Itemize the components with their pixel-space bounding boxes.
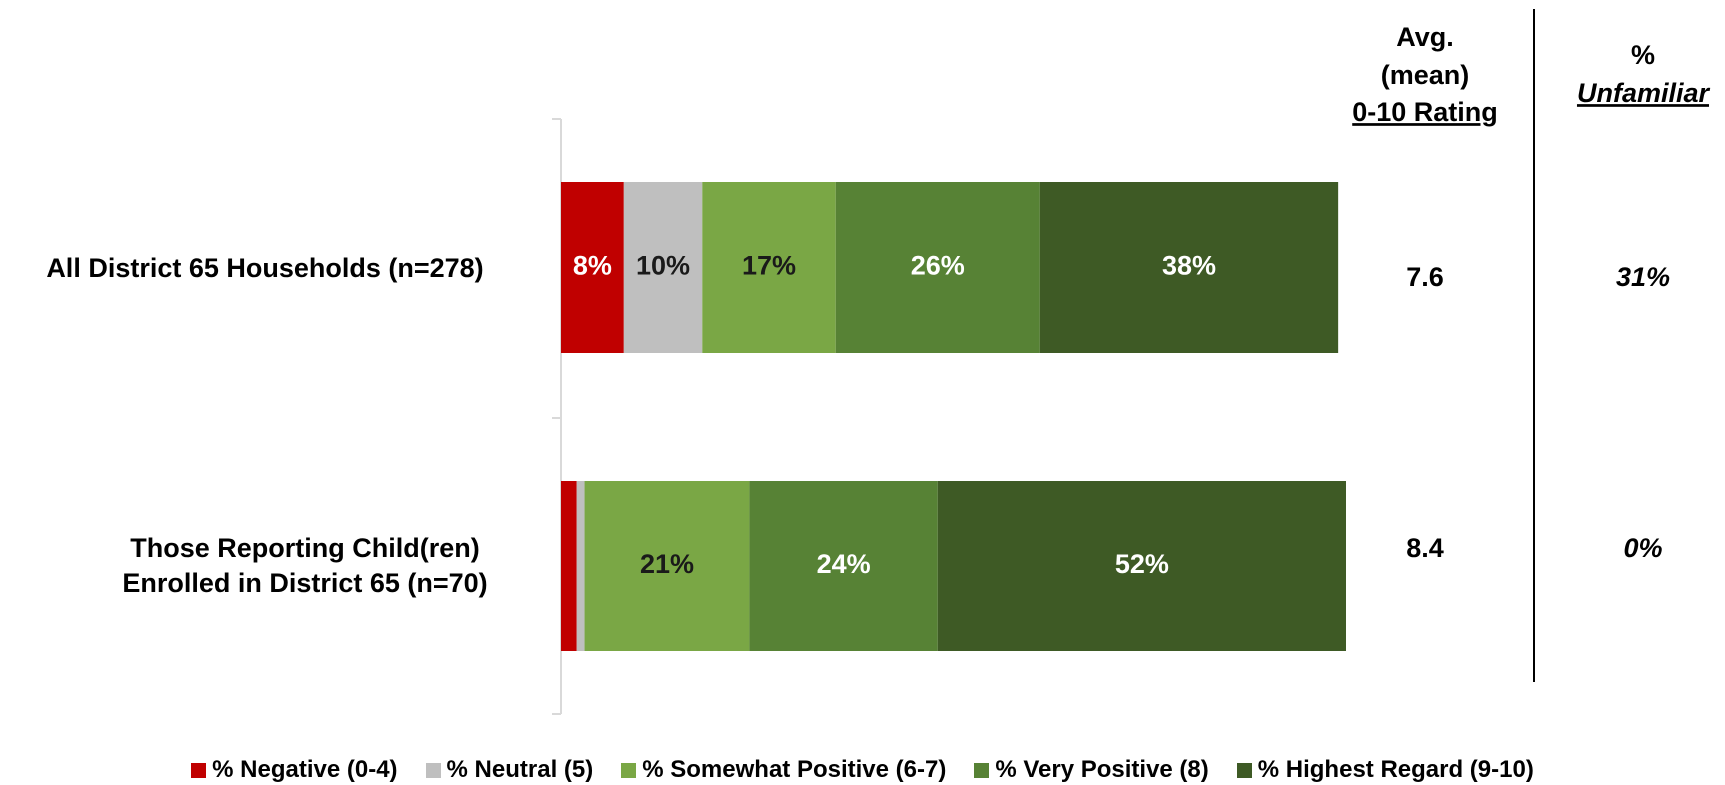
unfamiliar-header: % [1631, 40, 1655, 70]
legend-label: % Neutral (5) [446, 756, 594, 783]
legend-swatch [974, 762, 990, 778]
mean-header: 0-10 Rating [1352, 97, 1498, 127]
bar-segment [584, 481, 750, 651]
legend-label: % Negative (0-4) [212, 756, 398, 783]
bar-segment [561, 481, 577, 651]
value-label: 8% [573, 251, 612, 281]
bar-segment [702, 182, 836, 353]
value-label: 21% [640, 549, 694, 579]
bar-segment [561, 182, 624, 353]
unfamiliar-value: 0% [1623, 533, 1662, 563]
mean-header: (mean) [1381, 60, 1470, 90]
mean-rating: 7.6 [1406, 262, 1444, 292]
legend-item: % Somewhat Positive (6-7) [621, 756, 946, 784]
category-label: Those Reporting Child(ren) Enrolled in D… [122, 533, 488, 598]
legend-swatch [621, 762, 637, 778]
unfamiliar-value: 31% [1616, 262, 1670, 292]
legend-item: % Neutral (5) [425, 756, 594, 784]
value-label: 26% [911, 251, 965, 281]
legend-label: % Somewhat Positive (6-7) [642, 756, 947, 783]
value-label: 24% [817, 549, 871, 579]
value-label: 52% [1115, 549, 1169, 579]
bar-segment [623, 182, 703, 353]
mean-rating: 8.4 [1406, 533, 1444, 563]
bar-segment [937, 481, 1346, 651]
value-label: 17% [742, 251, 796, 281]
legend-label: % Highest Regard (9-10) [1257, 756, 1534, 783]
legend-swatch [191, 762, 207, 778]
legend-item: % Very Positive (8) [974, 756, 1209, 784]
bar-segment [835, 182, 1040, 353]
legend-label: % Very Positive (8) [995, 756, 1209, 783]
legend-item: % Negative (0-4) [191, 756, 398, 784]
bar-segment [1039, 182, 1339, 353]
bar-segment [576, 481, 585, 651]
legend: % Negative (0-4) % Neutral (5) % Somewhat … [0, 756, 1725, 784]
legend-swatch [1236, 762, 1252, 778]
value-label: 38% [1162, 251, 1216, 281]
unfamiliar-header: Unfamiliar [1577, 78, 1711, 108]
legend-swatch [425, 762, 441, 778]
legend-item: % Highest Regard (9-10) [1236, 756, 1534, 784]
mean-header: Avg. [1396, 22, 1454, 52]
bar-segment [749, 481, 938, 651]
category-label: All District 65 Households (n=278) [46, 252, 484, 283]
value-label: 10% [636, 251, 690, 281]
